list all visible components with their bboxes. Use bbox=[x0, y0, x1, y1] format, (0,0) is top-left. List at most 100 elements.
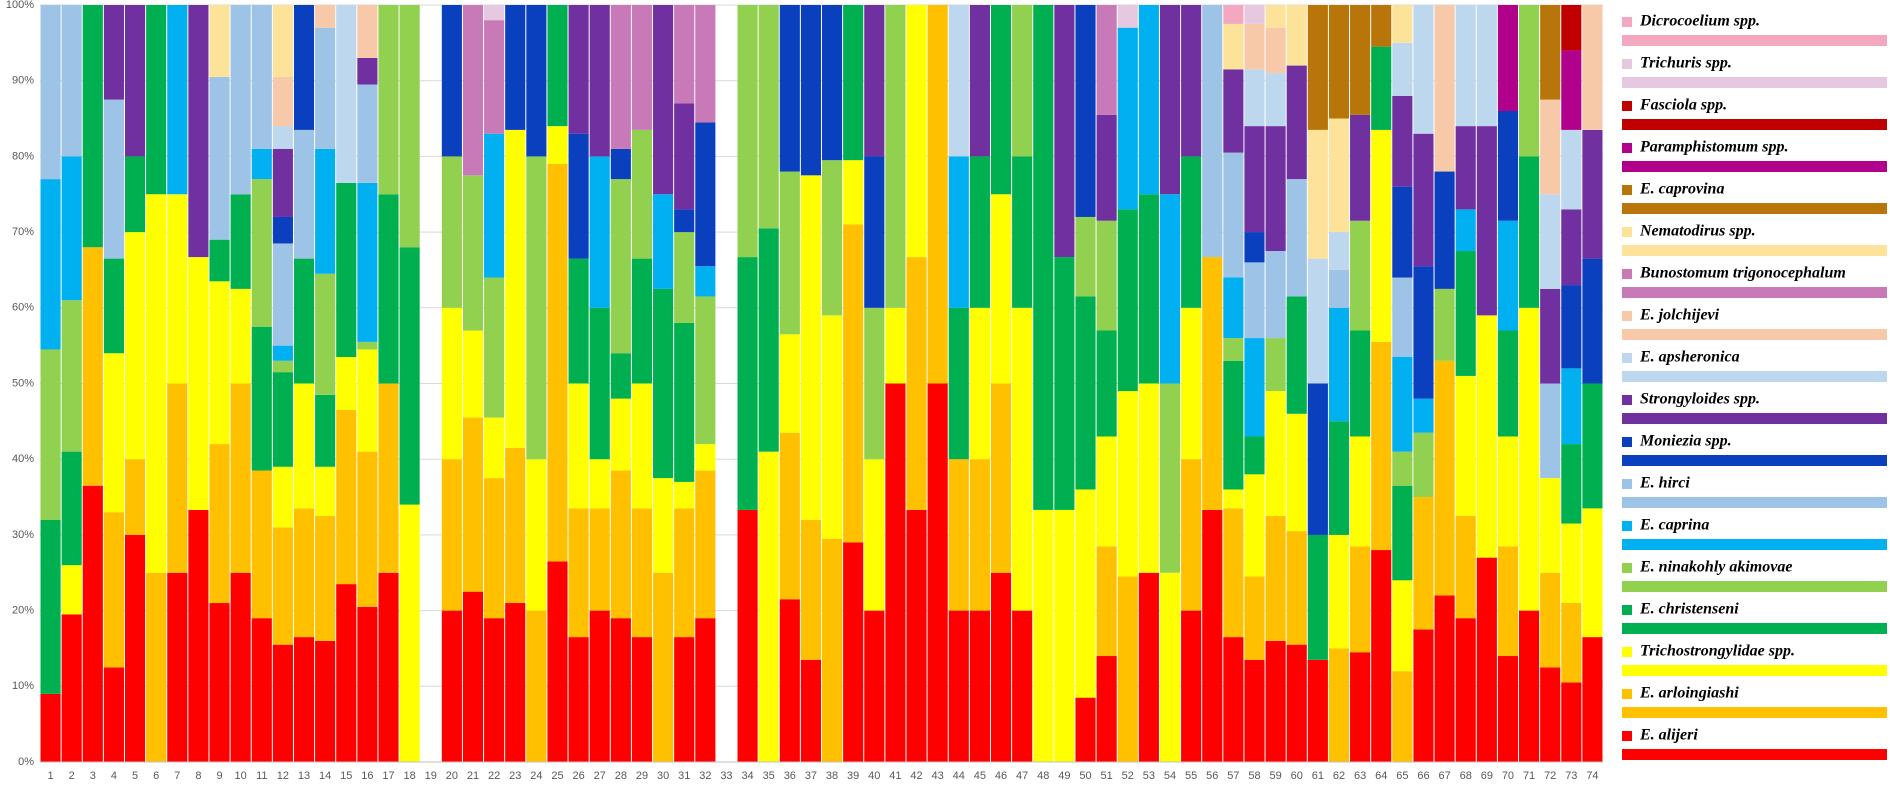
bar-segment bbox=[1265, 27, 1286, 74]
x-tick-label: 30 bbox=[657, 770, 669, 782]
bar-segment bbox=[779, 599, 800, 762]
bar-segment bbox=[1561, 5, 1582, 51]
bar-segment bbox=[674, 508, 695, 638]
bar-segment bbox=[990, 572, 1012, 762]
bar-segment bbox=[1392, 485, 1413, 581]
bar-segment bbox=[568, 508, 589, 638]
x-tick-label: 2 bbox=[69, 770, 75, 782]
bar-segment bbox=[230, 572, 251, 762]
legend-label: E. hirci bbox=[1639, 475, 1690, 492]
bar-segment bbox=[357, 57, 378, 85]
bar-segment bbox=[209, 603, 230, 762]
bar-segment bbox=[547, 5, 568, 127]
bar-segment bbox=[230, 288, 251, 384]
bar-segment bbox=[589, 508, 610, 611]
x-tick-label: 15 bbox=[340, 770, 352, 782]
bar-segment bbox=[462, 5, 484, 176]
bar-segment bbox=[1540, 383, 1561, 479]
bar-segment bbox=[293, 258, 315, 384]
legend-swatch bbox=[1622, 689, 1632, 699]
bar-segment bbox=[1181, 5, 1202, 157]
bar-segment bbox=[1392, 580, 1413, 672]
bar-segment bbox=[1033, 509, 1054, 762]
bar-segment bbox=[1244, 436, 1265, 475]
x-tick-label: 74 bbox=[1586, 770, 1598, 782]
bar-segment bbox=[1350, 652, 1371, 762]
bar-segment bbox=[1223, 508, 1244, 638]
legend-bar bbox=[1622, 77, 1887, 88]
bar-segment bbox=[631, 637, 653, 762]
bar-segment bbox=[610, 470, 631, 619]
bar-segment bbox=[1371, 5, 1392, 47]
bar-segment bbox=[272, 243, 293, 346]
bar-segment bbox=[631, 508, 653, 638]
bar-segment bbox=[1582, 383, 1603, 509]
legend-swatch bbox=[1622, 143, 1632, 153]
x-tick-label: 43 bbox=[932, 770, 944, 782]
bar-segment bbox=[82, 5, 103, 248]
x-tick-label: 69 bbox=[1481, 770, 1493, 782]
bar-segment bbox=[1244, 474, 1265, 577]
legend-swatch bbox=[1622, 269, 1632, 279]
x-tick-label: 71 bbox=[1523, 770, 1535, 782]
x-tick-label: 33 bbox=[720, 770, 732, 782]
x-tick-label: 46 bbox=[995, 770, 1007, 782]
bar-segment bbox=[1371, 129, 1392, 342]
bar-segment bbox=[315, 394, 336, 467]
bar-segment bbox=[1096, 114, 1117, 221]
bar-segment bbox=[103, 258, 124, 354]
bar-segment bbox=[1434, 288, 1455, 361]
x-tick-label: 50 bbox=[1079, 770, 1091, 782]
bar-segment bbox=[610, 353, 631, 399]
bar-segment bbox=[61, 5, 82, 157]
bar-segment bbox=[526, 156, 547, 460]
legend-bar bbox=[1622, 329, 1887, 340]
bar-segment bbox=[399, 5, 420, 248]
bar-segment bbox=[547, 126, 568, 164]
legend-label: Trichuris spp. bbox=[1640, 55, 1732, 72]
bar-segment bbox=[272, 466, 293, 528]
bar-segment bbox=[1117, 391, 1138, 577]
bar-segment bbox=[1455, 126, 1476, 210]
bar-segment bbox=[1561, 523, 1582, 604]
bar-segment bbox=[399, 504, 420, 762]
bar-segment bbox=[209, 444, 230, 604]
bar-segment bbox=[1159, 5, 1181, 195]
bar-segment bbox=[1117, 576, 1138, 762]
bar-segment bbox=[1540, 288, 1561, 384]
x-tick-label: 10 bbox=[235, 770, 247, 782]
bar-segment bbox=[695, 444, 716, 471]
x-tick-label: 11 bbox=[256, 770, 267, 782]
bar-segment bbox=[103, 353, 124, 513]
legend-swatch bbox=[1622, 605, 1632, 615]
bar-segment bbox=[1350, 436, 1371, 547]
x-tick-label: 42 bbox=[910, 770, 922, 782]
x-tick-label: 41 bbox=[889, 770, 901, 782]
bar-segment bbox=[293, 508, 315, 638]
bar-segment bbox=[1476, 126, 1497, 316]
bar-segment bbox=[1223, 360, 1244, 490]
bar-segment bbox=[1455, 5, 1476, 127]
bar-segment bbox=[1350, 114, 1371, 221]
legend-bar bbox=[1622, 161, 1887, 172]
bar-segment bbox=[1561, 50, 1582, 130]
bar-segment bbox=[864, 610, 885, 762]
bar-segment bbox=[674, 209, 695, 233]
bar-segment bbox=[1307, 534, 1328, 660]
legend-bar bbox=[1622, 623, 1887, 634]
bar-segment bbox=[1307, 383, 1328, 535]
bar-segment bbox=[1561, 682, 1582, 762]
bar-segment bbox=[906, 509, 927, 762]
bar-segment bbox=[737, 5, 758, 258]
bar-segment bbox=[969, 5, 990, 157]
bar-segment bbox=[336, 5, 357, 183]
x-tick-label: 54 bbox=[1164, 770, 1176, 782]
bar-segment bbox=[272, 126, 293, 149]
y-tick-label: 80% bbox=[12, 150, 34, 162]
bar-segment bbox=[230, 194, 251, 289]
bar-segment bbox=[1434, 595, 1455, 762]
bar-segment bbox=[758, 451, 779, 762]
bar-segment bbox=[1540, 194, 1561, 289]
bar-segment bbox=[1350, 330, 1371, 437]
bar-segment bbox=[1519, 307, 1540, 611]
